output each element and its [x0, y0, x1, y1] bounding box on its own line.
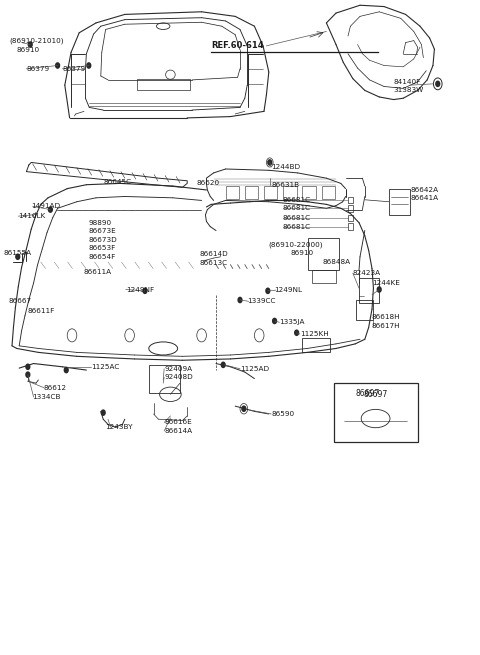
Text: 86667: 86667 [9, 298, 32, 305]
Bar [302, 186, 316, 199]
Text: 1243BY: 1243BY [106, 424, 133, 430]
Bar [264, 186, 277, 199]
Text: 86641A: 86641A [410, 195, 439, 202]
Text: REF.60-614: REF.60-614 [211, 41, 264, 50]
Circle shape [56, 63, 60, 68]
Circle shape [268, 160, 272, 165]
Circle shape [16, 254, 20, 259]
Circle shape [28, 42, 32, 47]
Text: 86618H: 86618H [372, 314, 401, 320]
Bar [312, 270, 336, 283]
Text: 1244BD: 1244BD [271, 164, 300, 170]
Circle shape [143, 288, 147, 293]
Text: 92409A: 92409A [164, 365, 192, 372]
Circle shape [273, 318, 276, 324]
Text: 1334CB: 1334CB [33, 394, 61, 400]
Text: 86654F: 86654F [89, 253, 116, 260]
Text: 1125AD: 1125AD [240, 365, 269, 372]
Circle shape [26, 372, 30, 377]
Text: 86612: 86612 [43, 384, 66, 391]
Bar [149, 365, 180, 393]
Text: 86379: 86379 [26, 66, 49, 72]
Bar [302, 338, 330, 352]
Text: 86620: 86620 [197, 180, 220, 187]
Text: 86697: 86697 [363, 390, 388, 400]
Circle shape [242, 406, 246, 411]
Circle shape [238, 297, 242, 303]
Circle shape [266, 288, 270, 293]
Text: 86642A: 86642A [410, 187, 439, 193]
Bar [348, 223, 353, 230]
Circle shape [87, 63, 91, 68]
Text: 86614A: 86614A [164, 428, 192, 434]
Text: 84140F: 84140F [394, 79, 421, 85]
Text: 86611F: 86611F [28, 308, 55, 314]
Bar [348, 215, 353, 221]
Text: 1244KE: 1244KE [372, 280, 400, 286]
Text: 92408D: 92408D [164, 374, 193, 381]
Circle shape [221, 362, 225, 367]
Bar [322, 186, 335, 199]
Text: 1125KH: 1125KH [300, 331, 329, 337]
Text: 98890: 98890 [89, 219, 112, 226]
Bar [226, 186, 239, 199]
Text: 86631B: 86631B [271, 181, 300, 188]
Bar [389, 189, 410, 215]
Bar [348, 205, 353, 212]
Text: 86681C: 86681C [282, 196, 311, 203]
Text: 86697: 86697 [355, 388, 380, 398]
Circle shape [377, 287, 381, 292]
Text: 86617H: 86617H [372, 322, 401, 329]
Circle shape [101, 410, 105, 415]
Text: 86645C: 86645C [103, 179, 132, 185]
Text: (86910-22000): (86910-22000) [269, 241, 324, 248]
Bar [245, 186, 258, 199]
Text: 86681C: 86681C [282, 205, 311, 212]
Text: 86590: 86590 [271, 411, 294, 417]
Circle shape [48, 207, 52, 212]
Text: 1249NF: 1249NF [126, 286, 154, 293]
Text: 86611A: 86611A [84, 269, 112, 275]
Bar [308, 238, 339, 270]
Circle shape [295, 330, 299, 335]
Text: 86848A: 86848A [323, 259, 351, 265]
Bar [359, 278, 379, 303]
Text: (86910-21010): (86910-21010) [10, 37, 64, 44]
Bar [348, 196, 353, 203]
Text: 86616E: 86616E [164, 419, 192, 426]
Text: 31383W: 31383W [394, 87, 424, 94]
Text: 86910: 86910 [17, 47, 40, 53]
Text: 1416LK: 1416LK [18, 213, 46, 219]
Text: 86681C: 86681C [282, 215, 311, 221]
Text: 1125AC: 1125AC [91, 364, 120, 370]
Text: 86155A: 86155A [4, 250, 32, 257]
Text: 86673E: 86673E [89, 228, 117, 234]
Text: 86673D: 86673D [89, 236, 118, 243]
Text: 86613C: 86613C [199, 259, 228, 266]
Text: 1335JA: 1335JA [279, 319, 305, 326]
Bar [283, 186, 297, 199]
Text: 1249NL: 1249NL [275, 287, 302, 293]
Text: 1339CC: 1339CC [247, 298, 276, 305]
Bar [137, 79, 190, 90]
Circle shape [436, 81, 440, 86]
Text: 86910: 86910 [290, 250, 313, 256]
Text: 86653F: 86653F [89, 245, 116, 252]
Text: 86379: 86379 [62, 66, 85, 72]
Circle shape [26, 364, 30, 369]
Circle shape [64, 367, 68, 373]
Bar [356, 300, 373, 320]
Bar [334, 383, 418, 442]
Text: 1491AD: 1491AD [31, 203, 60, 210]
Text: 82423A: 82423A [353, 270, 381, 276]
Text: 86681C: 86681C [282, 223, 311, 230]
Text: 86614D: 86614D [199, 251, 228, 257]
